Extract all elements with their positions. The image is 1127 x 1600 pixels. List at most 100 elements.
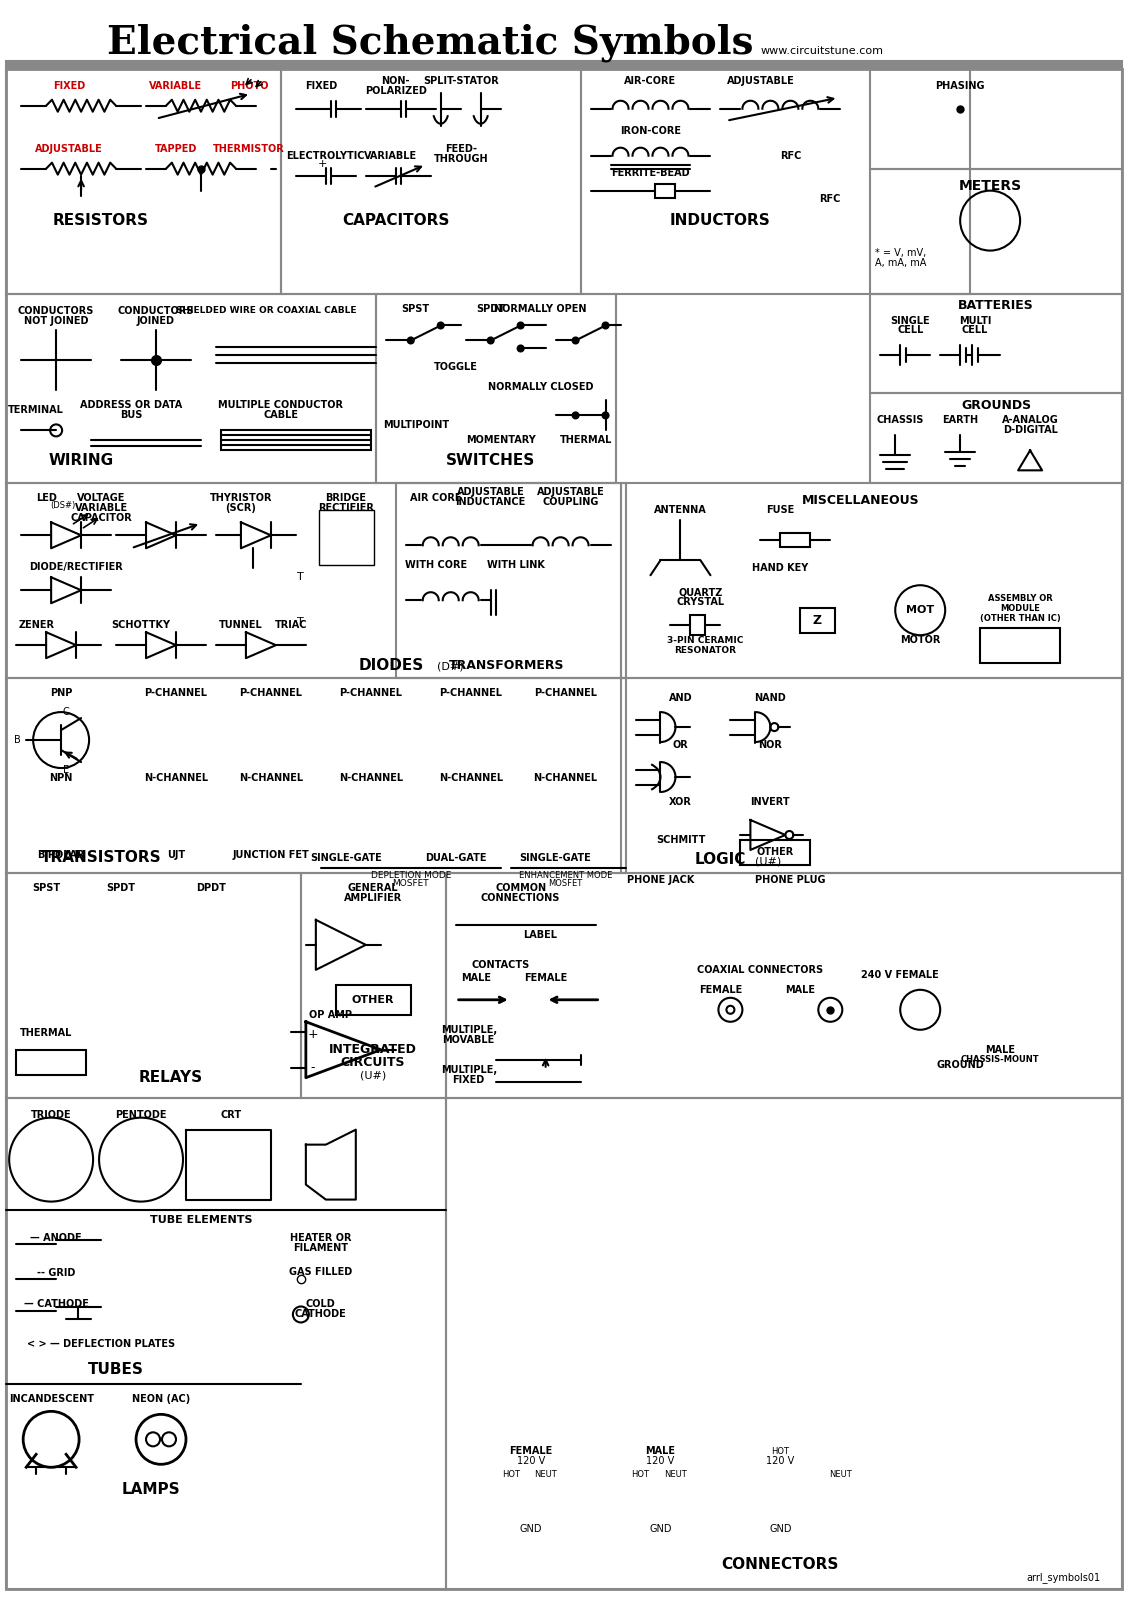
Text: 120 V: 120 V <box>647 1456 675 1466</box>
Text: PENTODE: PENTODE <box>115 1110 167 1120</box>
Text: RESONATOR: RESONATOR <box>674 646 736 654</box>
Text: www.circuitstune.com: www.circuitstune.com <box>761 46 884 56</box>
Text: ADJUSTABLE: ADJUSTABLE <box>35 144 103 154</box>
Bar <box>6 61 1122 69</box>
Text: (SCR): (SCR) <box>225 504 256 514</box>
Text: ADDRESS OR DATA: ADDRESS OR DATA <box>80 400 183 411</box>
Bar <box>780 533 810 547</box>
Text: FILAMENT: FILAMENT <box>293 1243 348 1253</box>
Circle shape <box>603 413 609 419</box>
Text: LABEL: LABEL <box>524 930 558 939</box>
Bar <box>445 1098 1122 1589</box>
Text: P-CHANNEL: P-CHANNEL <box>239 688 302 698</box>
Text: T: T <box>298 573 304 582</box>
Text: CELL: CELL <box>897 325 923 336</box>
Bar <box>281 69 580 293</box>
Text: GROUNDS: GROUNDS <box>961 398 1031 411</box>
Bar <box>336 986 410 1014</box>
Text: MOTOR: MOTOR <box>900 635 940 645</box>
Text: CHASSIS: CHASSIS <box>877 416 924 426</box>
Text: BRIDGE: BRIDGE <box>326 493 366 504</box>
Text: CONDUCTORS: CONDUCTORS <box>118 306 194 315</box>
Text: GROUND: GROUND <box>937 1059 984 1070</box>
Text: T: T <box>298 618 304 627</box>
Text: — CATHODE: — CATHODE <box>24 1299 89 1309</box>
Text: MISCELLANEOUS: MISCELLANEOUS <box>801 494 920 507</box>
Text: JOINED: JOINED <box>137 315 175 325</box>
Text: DEPLETION MODE: DEPLETION MODE <box>371 872 451 880</box>
Text: NON-: NON- <box>382 75 410 86</box>
Text: INCANDESCENT: INCANDESCENT <box>9 1394 94 1405</box>
Text: MULTIPLE,: MULTIPLE, <box>441 1024 497 1035</box>
Text: PHONE JACK: PHONE JACK <box>627 875 694 885</box>
Text: RFC: RFC <box>780 150 801 160</box>
Text: DIODE/RECTIFIER: DIODE/RECTIFIER <box>29 562 123 573</box>
Bar <box>580 69 970 293</box>
Text: THERMAL: THERMAL <box>20 1027 72 1038</box>
Text: FUSE: FUSE <box>766 506 795 515</box>
Text: 120 V: 120 V <box>516 1456 544 1466</box>
Text: C: C <box>63 707 70 717</box>
Text: NOT JOINED: NOT JOINED <box>24 315 88 325</box>
Text: UJT: UJT <box>167 850 185 859</box>
Text: CONTACTS: CONTACTS <box>471 960 530 970</box>
Text: INDUCTANCE: INDUCTANCE <box>455 498 526 507</box>
Text: P-CHANNEL: P-CHANNEL <box>440 688 503 698</box>
Text: 3-PIN CERAMIC: 3-PIN CERAMIC <box>667 635 744 645</box>
Bar <box>6 293 375 483</box>
Text: SHIELDED WIRE OR COAXIAL CABLE: SHIELDED WIRE OR COAXIAL CABLE <box>176 306 356 315</box>
Text: NEON (AC): NEON (AC) <box>132 1394 190 1405</box>
Text: VOLTAGE: VOLTAGE <box>77 493 125 504</box>
Text: -- GRID: -- GRID <box>37 1267 76 1277</box>
Text: ZENER: ZENER <box>18 621 54 630</box>
Circle shape <box>408 338 414 344</box>
Text: BIPOLAR: BIPOLAR <box>37 850 85 859</box>
Text: RESISTORS: RESISTORS <box>53 213 149 229</box>
Text: NORMALLY OPEN: NORMALLY OPEN <box>495 304 587 314</box>
Text: FERRITE-BEAD: FERRITE-BEAD <box>611 168 690 178</box>
Text: +: + <box>308 1029 318 1042</box>
Text: FIXED: FIXED <box>53 80 86 91</box>
Text: MOVABLE: MOVABLE <box>443 1035 495 1045</box>
Text: MODULE: MODULE <box>1000 603 1040 613</box>
Text: NAND: NAND <box>754 693 787 702</box>
Text: INTEGRATED: INTEGRATED <box>329 1043 417 1056</box>
Text: SINGLE: SINGLE <box>890 315 930 325</box>
Bar <box>870 69 1122 168</box>
Text: CONNECTORS: CONNECTORS <box>721 1557 840 1571</box>
Circle shape <box>517 346 524 352</box>
Bar <box>980 629 1061 662</box>
Text: AMPLIFIER: AMPLIFIER <box>344 893 402 902</box>
Text: EARTH: EARTH <box>942 416 978 426</box>
Text: B: B <box>15 734 21 746</box>
Text: PHOTO: PHOTO <box>230 80 268 91</box>
Text: THERMISTOR: THERMISTOR <box>213 144 285 154</box>
Text: (OTHER THAN IC): (OTHER THAN IC) <box>979 614 1061 622</box>
Text: Electrical Schematic Symbols: Electrical Schematic Symbols <box>107 24 754 62</box>
Text: VARIABLE: VARIABLE <box>150 80 203 91</box>
Text: ENHANCEMENT MODE: ENHANCEMENT MODE <box>518 872 612 880</box>
Text: -: - <box>311 1061 316 1074</box>
Bar <box>621 483 1122 678</box>
Text: GAS FILLED: GAS FILLED <box>290 1267 353 1277</box>
Text: SPLIT-STATOR: SPLIT-STATOR <box>423 75 498 86</box>
Bar <box>870 168 1122 293</box>
Text: MOT: MOT <box>906 605 934 614</box>
Text: N-CHANNEL: N-CHANNEL <box>339 773 402 782</box>
Text: DUAL-GATE: DUAL-GATE <box>425 853 487 862</box>
Circle shape <box>517 323 524 328</box>
Text: PNP: PNP <box>50 688 72 698</box>
Bar <box>621 678 1122 874</box>
Text: E: E <box>63 765 69 774</box>
Bar <box>375 293 615 483</box>
Text: COUPLING: COUPLING <box>542 498 598 507</box>
Text: TRIODE: TRIODE <box>30 1110 71 1120</box>
Text: IRON-CORE: IRON-CORE <box>620 126 681 136</box>
Text: * = V, mV,: * = V, mV, <box>875 248 926 258</box>
Circle shape <box>603 323 609 328</box>
Text: HAND KEY: HAND KEY <box>752 563 808 573</box>
Text: HEATER OR: HEATER OR <box>290 1232 352 1243</box>
Bar <box>396 483 621 678</box>
Text: DIODES: DIODES <box>358 658 424 672</box>
Text: NOR: NOR <box>758 741 782 750</box>
